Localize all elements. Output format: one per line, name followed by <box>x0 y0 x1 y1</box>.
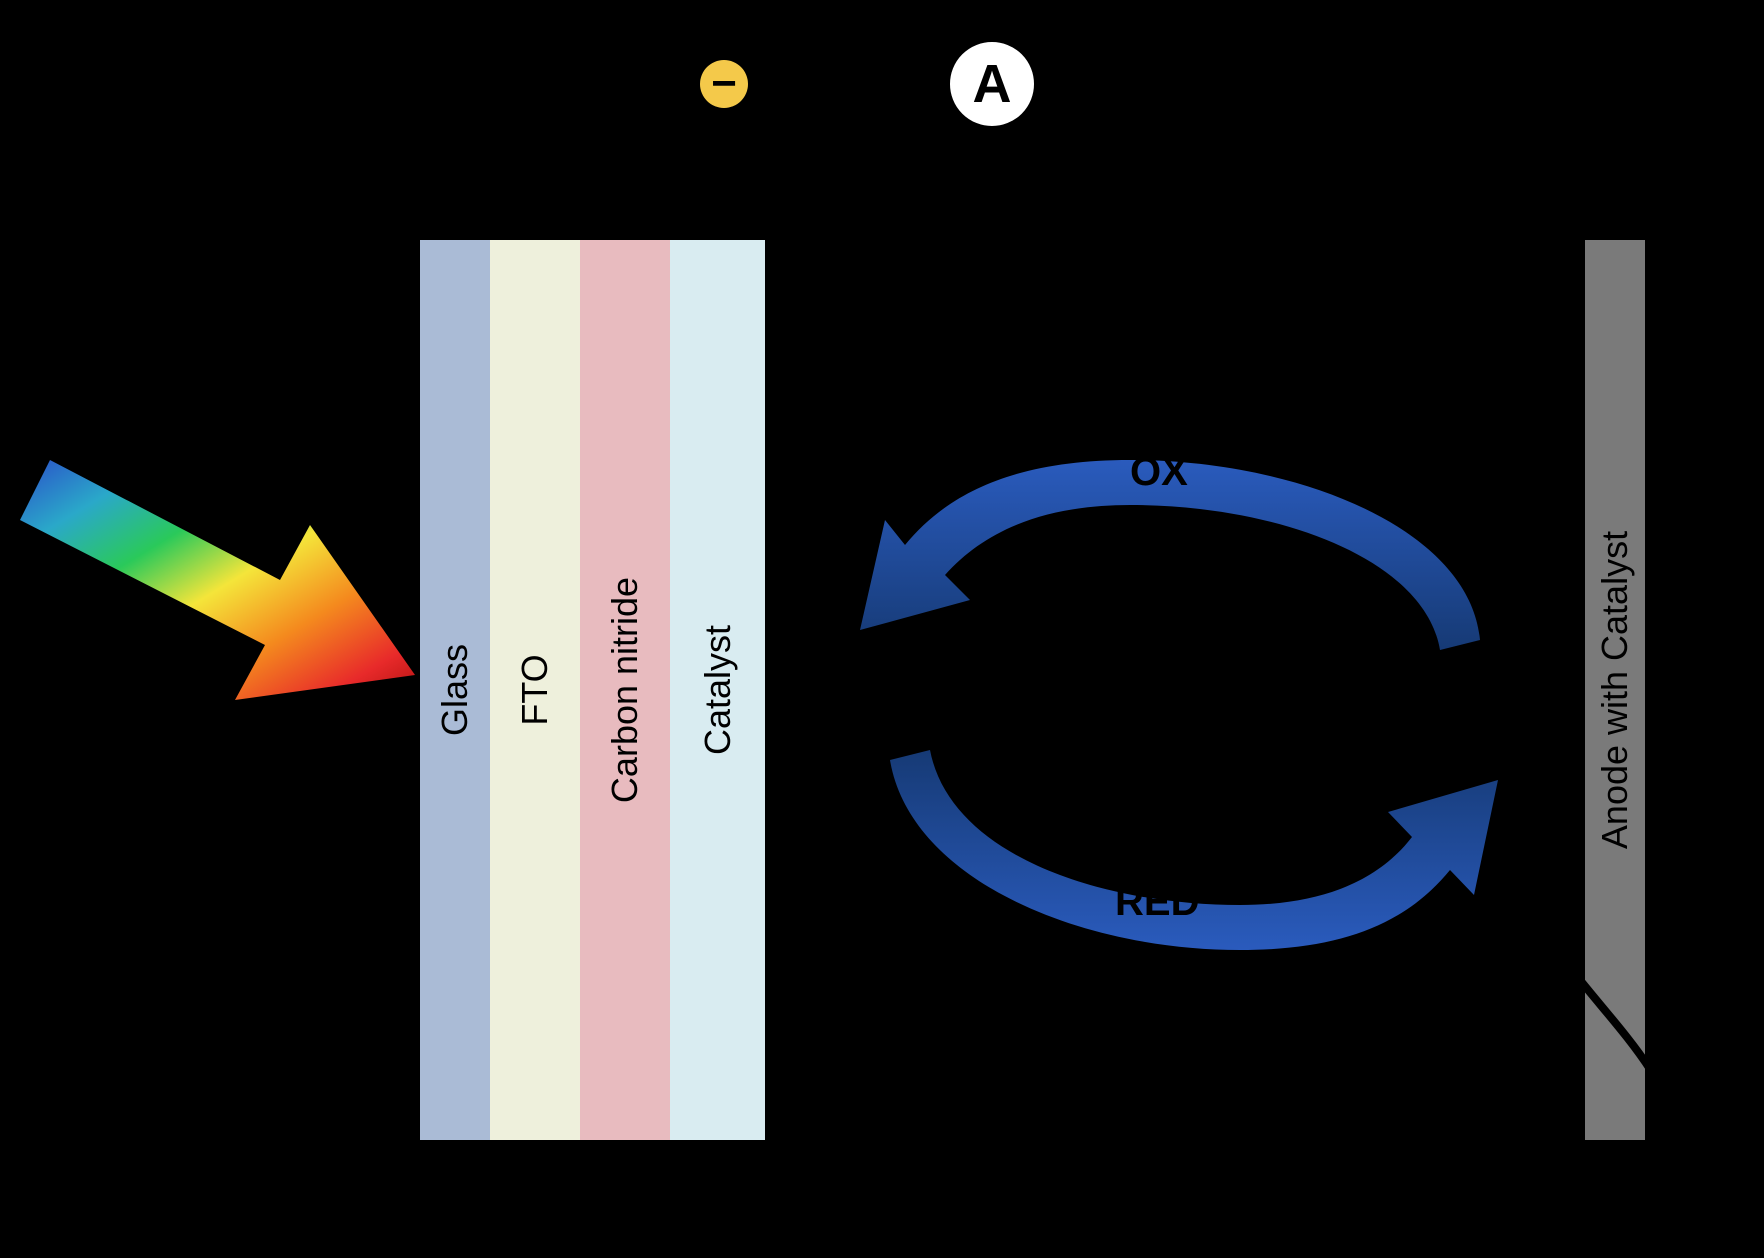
layer-carbon-nitride: Carbon nitride <box>580 240 670 1140</box>
layer-catalyst: Catalyst <box>670 240 765 1140</box>
red-label: RED <box>1115 880 1199 925</box>
layer-glass-label: Glass <box>434 644 476 736</box>
layer-fto: FTO <box>490 240 580 1140</box>
h2-evolution-label: 2H+ + 2e- → H2 <box>795 350 1089 404</box>
minus-circle-icon: − <box>700 60 748 108</box>
flow-arrow-icon <box>820 70 890 100</box>
oxidation-arrow-icon <box>1560 970 1730 1190</box>
layer-glass: Glass <box>420 240 490 1140</box>
ammeter-label: A <box>973 53 1012 115</box>
electron-label-top: e- <box>760 16 796 68</box>
ammeter: A <box>944 36 1040 132</box>
h2o-label: H2O <box>1430 950 1506 1001</box>
light-arrow-icon <box>20 460 420 720</box>
wire-seg-3 <box>1034 80 1618 88</box>
anode-label: Anode with Catalyst <box>1594 531 1636 849</box>
water-oxidation-label: Water Oxidation <box>1278 1170 1563 1215</box>
layer-catalyst-label: Catalyst <box>697 625 739 755</box>
layer-fto-label: FTO <box>514 654 556 725</box>
wire-seg-4 <box>1610 80 1618 240</box>
layer-carbon-nitride-label: Carbon nitride <box>604 577 646 803</box>
redox-arrow-bottom-icon <box>830 700 1530 980</box>
wire-seg-1 <box>530 80 538 240</box>
ox-label: OX <box>1130 450 1188 495</box>
